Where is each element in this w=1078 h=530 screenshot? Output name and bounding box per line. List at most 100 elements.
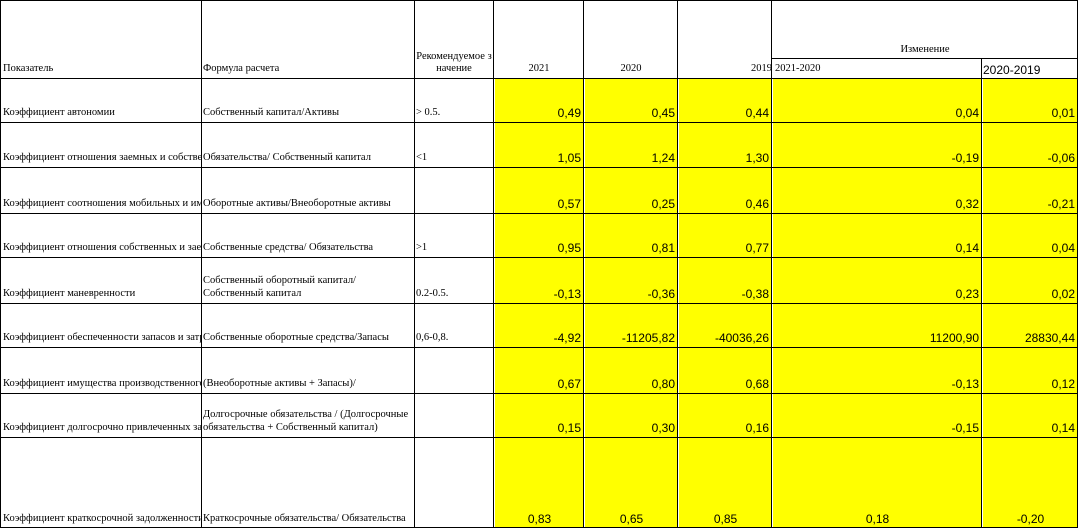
value-2021: 0,83 (495, 437, 584, 528)
grid-line (0, 0, 1, 528)
grid-line (771, 58, 1078, 59)
change-2020-2019: 0,01 (983, 78, 1078, 122)
indicator-name: Коэффициент автономии (3, 107, 115, 118)
header-2021: 2021 (528, 63, 550, 74)
header-2020: 2020 (620, 63, 642, 74)
formula: Краткосрочные обязательства/ Обязательст… (203, 513, 406, 524)
change-2020-2019: 0,14 (983, 393, 1078, 437)
value-2021: 0,95 (495, 213, 584, 257)
value-2021: 0,57 (495, 167, 584, 213)
value-2019: -0,38 (679, 257, 772, 303)
change-2020-2019: 0,12 (983, 347, 1078, 393)
formula: Долгосрочные обязательства / (Долгосрочн… (203, 409, 409, 433)
indicator-name: Коэффициент краткосрочной задолженности (3, 513, 201, 524)
change-2020-2019: -0,21 (983, 167, 1078, 213)
recommended-value: 0.2-0.5. (416, 288, 449, 299)
change-2021-2020: 0,14 (773, 213, 982, 257)
formula: Собственные средства/ Обязательства (203, 242, 374, 253)
value-2021: 0,15 (495, 393, 584, 437)
grid-line (414, 0, 415, 528)
header-2021-2020: 2021-2020 (775, 63, 821, 74)
indicator-name: Коэффициент соотношения мобильных и иммо… (3, 198, 201, 209)
grid-line (0, 78, 1078, 79)
formula: Собственные оборотные средства/Запасы (203, 332, 389, 343)
header-indicator: Показатель (3, 63, 54, 74)
grid-line (0, 347, 1078, 348)
grid-line (493, 0, 494, 528)
header-2019: 2019 (751, 63, 772, 74)
grid-line (771, 0, 772, 528)
value-2020: 1,24 (585, 122, 678, 167)
value-2020: 0,30 (585, 393, 678, 437)
value-2021: -4,92 (495, 303, 584, 347)
header-change: Изменение (900, 44, 950, 55)
grid-line (0, 303, 1078, 304)
change-2020-2019: 0,02 (983, 257, 1078, 303)
change-2020-2019: 0,04 (983, 213, 1078, 257)
value-2020: 0,45 (585, 78, 678, 122)
value-2021: -0,13 (495, 257, 584, 303)
grid-line (677, 0, 678, 528)
grid-line (0, 527, 1078, 528)
formula: (Внеоборотные активы + Запасы)/ (203, 378, 356, 389)
recommended-value: >1 (416, 242, 428, 253)
value-2019: 0,46 (679, 167, 772, 213)
change-2021-2020: 11200,90 (773, 303, 982, 347)
header-formula: Формула расчета (203, 63, 280, 74)
change-2020-2019: 28830,44 (983, 303, 1078, 347)
recommended-value (416, 167, 492, 213)
change-2021-2020: -0,15 (773, 393, 982, 437)
indicator-name: Коэффициент обеспеченности запасов и зат… (3, 332, 201, 343)
formula: Собственный капитал/Активы (203, 107, 340, 118)
grid-line (981, 58, 982, 528)
value-2019: 0,16 (679, 393, 772, 437)
grid-line (201, 0, 202, 528)
formula: Оборотные активы/Внеоборотные активы (203, 198, 391, 209)
grid-line (0, 213, 1078, 214)
value-2020: -0,36 (585, 257, 678, 303)
value-2019: -40036,26 (679, 303, 772, 347)
grid-line (0, 257, 1078, 258)
change-2021-2020: 0,04 (773, 78, 982, 122)
change-2021-2020: -0,19 (773, 122, 982, 167)
indicator-name: Коэффициент долгосрочно привлеченных зае… (3, 422, 201, 433)
change-2021-2020: 0,18 (773, 437, 982, 528)
value-2019: 0,68 (679, 347, 772, 393)
indicator-name: Коэффициент отношения собственных и заем… (3, 242, 201, 253)
value-2020: 0,80 (585, 347, 678, 393)
grid-line (0, 393, 1078, 394)
value-2019: 0,44 (679, 78, 772, 122)
change-2020-2019: -0,06 (983, 122, 1078, 167)
value-2019: 1,30 (679, 122, 772, 167)
value-2019: 0,77 (679, 213, 772, 257)
value-2021: 1,05 (495, 122, 584, 167)
value-2019: 0,85 (679, 437, 772, 528)
change-2021-2020: 0,23 (773, 257, 982, 303)
recommended-value (416, 393, 492, 437)
formula: Обязательства/ Собственный капитал (203, 152, 371, 163)
value-2020: -11205,82 (585, 303, 678, 347)
recommended-value: 0,6-0,8. (416, 332, 449, 343)
recommended-value: <1 (416, 152, 428, 163)
grid-line (0, 167, 1078, 168)
value-2021: 0,67 (495, 347, 584, 393)
recommended-value (416, 437, 492, 528)
header-2020-2019: 2020-2019 (983, 63, 1041, 77)
recommended-value: > 0.5. (416, 107, 441, 118)
change-2021-2020: 0,32 (773, 167, 982, 213)
recommended-value (416, 347, 492, 393)
grid-line (0, 437, 1078, 438)
indicator-name: Коэффициент отношения заемных и собствен… (3, 152, 201, 163)
grid-line (583, 0, 584, 528)
change-2021-2020: -0,13 (773, 347, 982, 393)
value-2020: 0,25 (585, 167, 678, 213)
value-2021: 0,49 (495, 78, 584, 122)
change-2020-2019: -0,20 (983, 437, 1078, 528)
header-recommended: Рекомендуемое значение (416, 51, 492, 74)
formula: Собственный оборотный капитал/Собственны… (203, 275, 356, 299)
grid-line (0, 0, 1078, 1)
indicator-name: Коэффициент маневренности (3, 288, 136, 299)
grid-line (0, 122, 1078, 123)
indicator-name: Коэффициент имущества производственного … (3, 378, 201, 389)
